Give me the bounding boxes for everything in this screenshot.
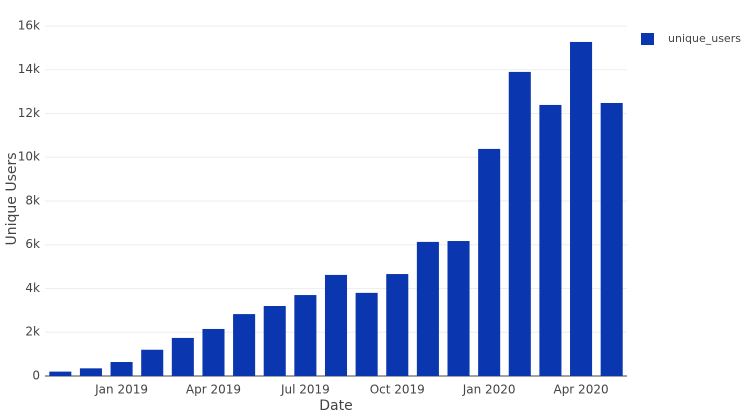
- bar: [233, 314, 256, 376]
- x-tick-label: Oct 2019: [370, 383, 425, 397]
- x-tick-label: Jul 2019: [280, 383, 330, 397]
- bar: [294, 295, 317, 376]
- legend-swatch: [641, 33, 654, 45]
- bar: [416, 241, 439, 376]
- bar: [386, 274, 409, 376]
- bar: [478, 148, 501, 376]
- bar: [508, 71, 531, 376]
- bar: [539, 104, 562, 376]
- bar: [79, 368, 102, 376]
- y-tick-label: 4k: [25, 281, 40, 295]
- bar: [171, 337, 194, 376]
- bar: [355, 292, 378, 376]
- bar: [324, 274, 348, 376]
- bar: [110, 361, 133, 376]
- bar: [202, 328, 225, 376]
- bar: [141, 349, 164, 376]
- x-tick-label: Jan 2020: [462, 383, 516, 397]
- x-tick-label: Apr 2019: [186, 383, 241, 397]
- y-tick-label: 0: [32, 369, 40, 383]
- legend-label: unique_users: [668, 32, 741, 45]
- y-tick-label: 14k: [18, 62, 40, 76]
- bar: [49, 371, 72, 376]
- x-tick-label: Apr 2020: [553, 383, 608, 397]
- y-axis-title: Unique Users: [4, 152, 20, 245]
- y-tick-label: 12k: [18, 106, 40, 120]
- bar: [600, 102, 623, 376]
- bar: [570, 41, 593, 376]
- bar: [447, 241, 470, 376]
- y-tick-label: 10k: [18, 150, 40, 164]
- y-tick-label: 8k: [25, 193, 40, 207]
- y-tick-label: 16k: [18, 18, 40, 32]
- y-tick-label: 2k: [25, 325, 40, 339]
- x-tick-label: Jan 2019: [94, 383, 148, 397]
- bar: [263, 305, 286, 376]
- y-tick-label: 6k: [25, 237, 40, 251]
- x-axis-title: Date: [319, 398, 352, 414]
